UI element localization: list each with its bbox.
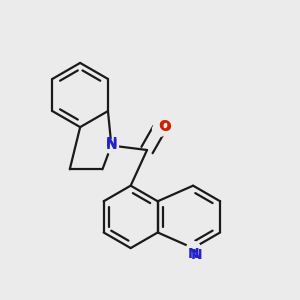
Text: O: O <box>160 120 171 134</box>
Text: N: N <box>188 247 200 261</box>
Text: N: N <box>106 138 117 152</box>
Text: O: O <box>158 119 170 133</box>
Text: N: N <box>106 136 117 150</box>
Text: N: N <box>190 248 202 262</box>
